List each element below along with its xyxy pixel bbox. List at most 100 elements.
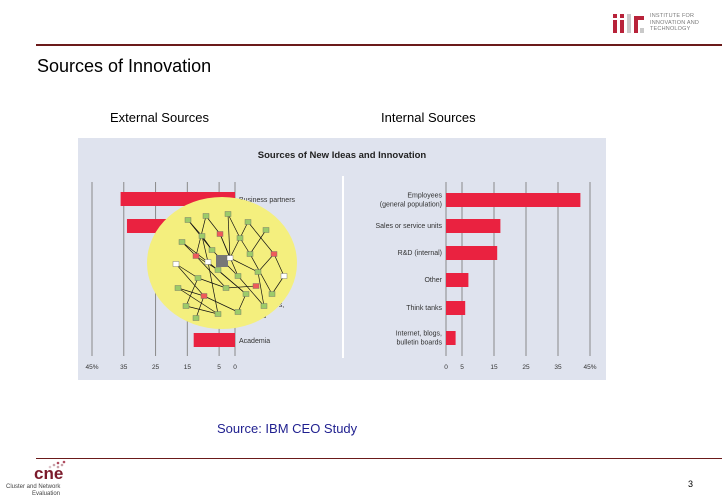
ext-category-label: Business partners [239, 197, 296, 204]
network-node [192, 253, 200, 259]
int-category-label: (general population) [380, 202, 442, 209]
network-node [182, 303, 190, 309]
network-diagram-overlay [147, 197, 297, 329]
network-edge [225, 285, 257, 289]
network-node [262, 227, 270, 233]
network-node [198, 233, 206, 239]
cne-logo: cne Cluster and Network Evaluation [4, 458, 74, 502]
network-edge [249, 229, 267, 255]
network-edge [257, 253, 275, 273]
int-bar [446, 331, 456, 345]
cne-logo-dots-icon [48, 460, 66, 469]
int-category-label: Sales or service units [375, 223, 442, 230]
network-edge [219, 233, 239, 277]
int-tick-label: 0 [444, 364, 448, 371]
int-bar [446, 246, 498, 260]
network-edge [273, 253, 285, 277]
network-edge [177, 287, 219, 315]
network-node [280, 273, 288, 279]
network-node [184, 217, 192, 223]
network-node [260, 303, 268, 309]
logo-text-line: INSTITUTE FOR [650, 13, 695, 19]
network-edge [257, 271, 265, 307]
network-node [234, 273, 242, 279]
network-node [204, 259, 212, 265]
int-tick-label: 5 [460, 364, 464, 371]
cne-tagline-line: Evaluation [32, 491, 61, 497]
network-node [214, 311, 222, 317]
network-node [192, 315, 200, 321]
network-edge [207, 261, 219, 315]
network-node [178, 239, 186, 245]
network-edge [237, 293, 247, 313]
institute-logo-mark-icon [613, 14, 644, 33]
title-rule [36, 44, 722, 46]
network-edge [195, 295, 205, 319]
page-number: 3 [688, 479, 694, 489]
network-edge [271, 275, 285, 295]
network-node [236, 235, 244, 241]
network-edge [229, 257, 259, 273]
network-edge [177, 287, 205, 297]
network-node [234, 309, 242, 315]
ext-tick-label: 0 [233, 364, 237, 371]
institute-logo: INSTITUTE FOR INNOVATION AND TECHNOLOGY [612, 10, 722, 40]
int-tick-label: 35 [554, 364, 562, 371]
network-edge [237, 275, 265, 307]
cne-tagline-line: Cluster and Network [6, 484, 61, 490]
institute-logo-text: INSTITUTE FOR INNOVATION AND TECHNOLOGY [650, 13, 699, 33]
int-tick-label: 25 [522, 364, 530, 371]
network-edge [185, 305, 219, 315]
ext-category-label: Academia [239, 338, 270, 345]
logo-text-line: TECHNOLOGY [650, 26, 691, 32]
network-edge [175, 263, 199, 279]
cne-logo-word: cne [34, 464, 64, 483]
network-node [246, 251, 254, 257]
network-node [224, 211, 232, 217]
logo-text-line: INNOVATION AND [650, 19, 700, 26]
network-edge [227, 213, 241, 239]
source-note: Source: IBM CEO Study [217, 421, 358, 436]
int-bar [446, 193, 581, 207]
network-edge [185, 277, 199, 307]
internal-sources-label: Internal Sources [381, 110, 476, 125]
ext-tick-label: 15 [184, 364, 192, 371]
int-category-label: Other [424, 277, 442, 284]
network-node [172, 261, 180, 267]
network-node [254, 269, 262, 275]
page-title: Sources of Innovation [37, 56, 212, 76]
network-node [200, 293, 208, 299]
int-bar [446, 219, 501, 233]
chart-title: Sources of New Ideas and Innovation [258, 150, 427, 161]
network-node [222, 285, 230, 291]
cne-logo-tagline: Cluster and Network Evaluation [6, 484, 60, 498]
network-node [202, 213, 210, 219]
network-node [194, 275, 202, 281]
external-sources-label: External Sources [110, 110, 209, 125]
int-bar [446, 273, 469, 287]
ext-tick-label: 45% [85, 364, 98, 371]
int-tick-label: 15 [490, 364, 498, 371]
network-node [214, 267, 222, 273]
network-node [252, 283, 260, 289]
ext-tick-label: 5 [217, 364, 221, 371]
network-node [216, 231, 224, 237]
network-edge [205, 215, 221, 235]
ext-tick-label: 35 [120, 364, 128, 371]
network-node [208, 247, 216, 253]
int-bar [446, 301, 466, 315]
network-edge [203, 295, 239, 313]
network-node [242, 291, 250, 297]
int-category-label: Internet, blogs, [396, 331, 442, 338]
int-category-label: bulletin boards [396, 340, 442, 347]
network-node [226, 255, 234, 261]
network-edge [227, 213, 231, 259]
network-hub [216, 255, 228, 267]
int-tick-label: 45% [583, 364, 596, 371]
int-category-label: Employees [407, 193, 442, 200]
network-edge [195, 255, 227, 289]
innovation-chart: Sources of New Ideas and Innovation Busi… [78, 138, 606, 380]
footer-rule [36, 458, 722, 459]
network-edge [175, 263, 205, 297]
network-edge [201, 235, 209, 263]
